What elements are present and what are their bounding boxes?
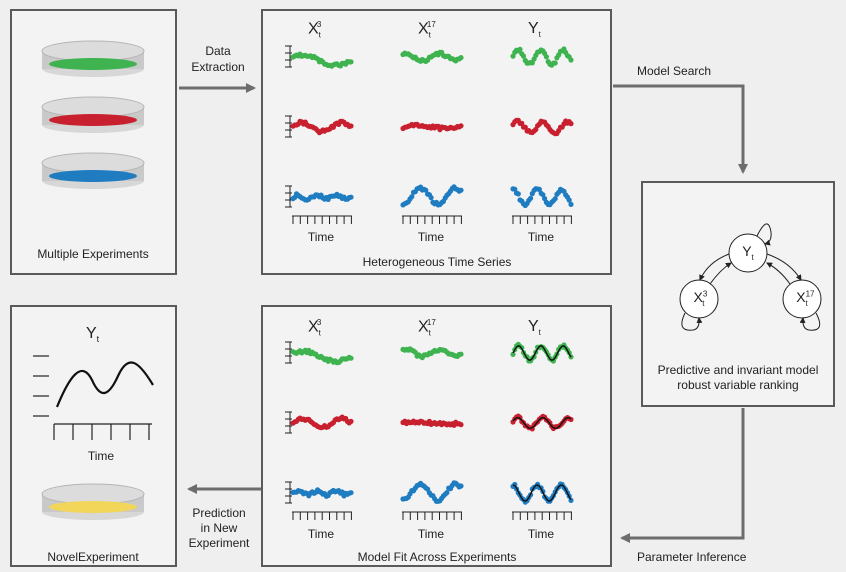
mini-plot-1-0-2	[510, 341, 574, 364]
novel-caption: NovelExperiment	[47, 550, 139, 564]
mini-plot-0-0-1	[400, 49, 464, 64]
mini-plot-1-2-2	[510, 481, 574, 520]
mini-plot-0-1-2	[510, 117, 574, 137]
parameter-inference-arrow	[620, 408, 745, 543]
fit-caption: Model Fit Across Experiments	[357, 550, 517, 564]
column-header-1-0: Xt3	[308, 318, 322, 338]
petri-dish-green	[41, 40, 145, 77]
extraction-label-line2: Extraction	[191, 60, 245, 74]
mini-plot-1-0-0	[285, 341, 354, 366]
mini-plot-0-0-2	[510, 46, 574, 68]
petri-dish-red	[41, 96, 145, 133]
time-axis-0-0	[292, 215, 352, 224]
graph-node-x3-label: X3t	[693, 289, 708, 308]
self-loop-x17	[799, 312, 821, 331]
mini-plot-0-2-2	[510, 186, 574, 224]
time-axis-1-0	[292, 511, 352, 520]
petri-dish-yellow	[41, 483, 145, 520]
model-search-arrow	[613, 84, 748, 174]
graph-node-x17-label: X17t	[796, 289, 815, 308]
mini-plot-1-1-1	[400, 418, 464, 428]
graph-node-y	[728, 233, 768, 273]
self-loop-y	[756, 223, 772, 246]
edge-x17-y	[766, 262, 791, 285]
graph-node-y-label: Yt	[742, 243, 754, 262]
novel-curve	[55, 361, 154, 408]
mini-plot-1-0-1	[400, 346, 464, 361]
mini-plot-0-2-0	[285, 185, 354, 224]
edge-y-x3	[699, 253, 730, 281]
edge-y-x17	[766, 253, 802, 281]
fit-curve-0	[512, 345, 572, 361]
mini-plot-0-1-0	[285, 115, 354, 138]
novel-plot	[33, 355, 154, 440]
timeseries-caption: Heterogeneous Time Series	[362, 255, 512, 269]
causal-graph	[679, 223, 822, 331]
time-label-0-2: Time	[527, 230, 555, 244]
novel-time-label: Time	[87, 449, 115, 463]
time-label-0-0: Time	[307, 230, 335, 244]
mini-plot-1-1-2	[510, 413, 574, 432]
column-header-1-1: Xt17	[418, 318, 436, 338]
column-header-0-0: Xt3	[308, 20, 322, 40]
extraction-label-line1: Data	[205, 44, 231, 58]
parameter-inference-label: Parameter Inference	[637, 550, 747, 564]
model-caption-line2: robust variable ranking	[677, 378, 799, 392]
model-caption-line1: Predictive and invariant model	[657, 363, 819, 377]
column-header-0-1: Xt17	[418, 20, 436, 40]
mini-plot-0-2-1	[400, 184, 464, 224]
novel-series-title: Yt	[86, 325, 100, 345]
fit-curve-2	[512, 484, 572, 502]
time-label-1-0: Time	[307, 527, 335, 541]
time-axis-1-1	[402, 511, 462, 520]
petri-dish-blue	[41, 152, 145, 189]
fit-curve-1	[512, 416, 572, 430]
column-header-0-2: Yt	[528, 20, 541, 40]
mini-plot-0-0-0	[285, 45, 354, 69]
edge-x3-y	[709, 262, 732, 285]
experiments-caption: Multiple Experiments	[37, 247, 149, 261]
mini-plot-0-1-1	[400, 121, 464, 133]
time-axis-0-1	[402, 215, 462, 224]
mini-plot-1-2-0	[285, 481, 354, 520]
column-header-1-2: Yt	[528, 318, 541, 338]
self-loop-x3	[681, 312, 703, 331]
mini-plot-1-1-0	[285, 411, 354, 434]
time-axis-0-2	[512, 215, 572, 224]
time-axis-1-2	[512, 511, 572, 520]
time-label-1-2: Time	[527, 527, 555, 541]
prediction-label-line2: in New	[200, 521, 238, 535]
prediction-label-line1: Prediction	[192, 506, 246, 520]
mini-plot-1-2-1	[400, 480, 464, 520]
model-search-label: Model Search	[637, 64, 712, 78]
time-label-1-1: Time	[417, 527, 445, 541]
prediction-label-line3: Experiment	[188, 536, 250, 550]
time-label-0-1: Time	[417, 230, 445, 244]
